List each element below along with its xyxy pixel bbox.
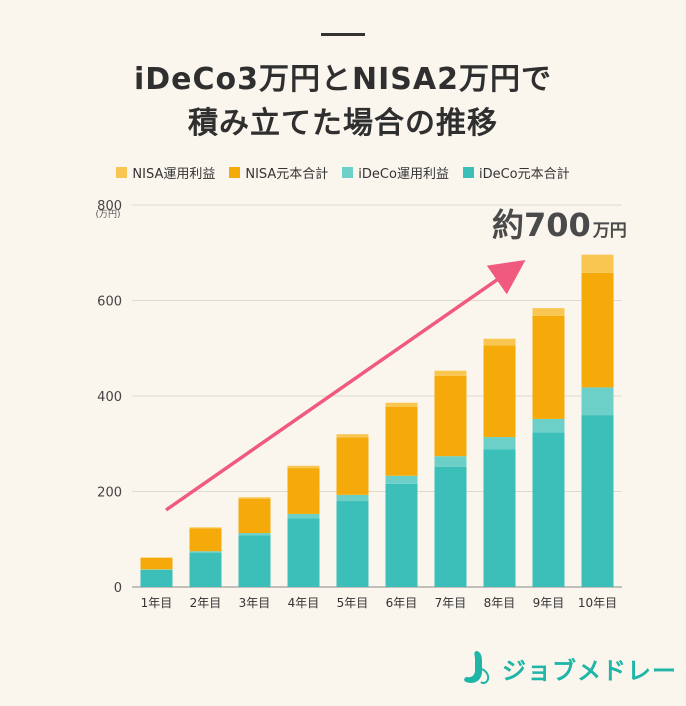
- x-tick-label-7: 7年目: [435, 596, 467, 610]
- bar-3-series-2: [238, 498, 271, 534]
- chart-title-line1: iDeCo3万円とNISA2万円で: [133, 62, 552, 97]
- bar-7-series-1: [434, 456, 467, 467]
- annotation-value: 約700: [492, 206, 591, 244]
- x-tick-label-5: 5年目: [337, 596, 369, 610]
- bar-8-series-3: [483, 338, 516, 346]
- stacked-bar-chart: 0 200 400 600 800 (万円) 1年目 2年目 3年目 4年目 5年目 6年目 7年目…: [95, 199, 627, 610]
- legend-item-nisa-profit: NISA運用利益: [116, 163, 215, 182]
- x-tick-label-6: 6年目: [386, 596, 418, 610]
- x-tick-label-8: 8年目: [484, 596, 516, 610]
- bar-9-series-1: [532, 418, 565, 433]
- x-tick-label-1: 1年目: [141, 596, 173, 610]
- legend-label-ideco-principal: iDeCo元本合計: [478, 167, 570, 182]
- legend-item-ideco-profit: iDeCo運用利益: [342, 163, 449, 182]
- legend-item-nisa-principal: NISA元本合計: [229, 163, 328, 182]
- bar-2-series-0: [189, 552, 222, 587]
- x-tick-label-2: 2年目: [190, 596, 222, 610]
- title-rule: [321, 33, 365, 36]
- brand-logo-text: ジョブメドレー: [502, 656, 677, 685]
- y-tick-label-0: 0: [114, 581, 122, 596]
- bar-10-series-3: [581, 254, 614, 273]
- x-axis-ticks: 1年目 2年目 3年目 4年目 5年目 6年目 7年目 8年目 9年目 10年目: [141, 596, 617, 610]
- bar-8-series-1: [483, 437, 516, 450]
- bar-3-series-3: [238, 497, 271, 499]
- bar-4-series-1: [287, 513, 320, 519]
- bar-2-series-3: [189, 527, 222, 529]
- y-tick-label-400: 400: [97, 390, 122, 405]
- brand-logo: ジョブメドレー: [462, 648, 677, 688]
- legend-swatch-ideco-principal: [462, 167, 474, 178]
- bar-1-series-0: [140, 569, 173, 587]
- bar-6-series-3: [385, 402, 418, 407]
- bar-10-series-2: [581, 272, 614, 388]
- bar-1-series-2: [140, 557, 173, 570]
- bar-3-series-0: [238, 535, 271, 587]
- bar-7-series-0: [434, 466, 467, 587]
- legend-label-ideco-profit: iDeCo運用利益: [358, 167, 449, 182]
- bar-8-series-2: [483, 345, 516, 438]
- brand-mark-icon: [464, 651, 490, 684]
- bar-10-series-1: [581, 387, 614, 416]
- bar-10-series-0: [581, 415, 614, 587]
- bar-5-series-1: [336, 494, 369, 502]
- bar-2-series-2: [189, 528, 222, 552]
- annotation-unit: 万円: [592, 221, 627, 241]
- bar-3-series-1: [238, 533, 271, 536]
- bar-2-series-1: [189, 551, 222, 553]
- y-tick-label-800: 800: [97, 199, 122, 214]
- legend-item-ideco-principal: iDeCo元本合計: [462, 163, 570, 182]
- bar-4-series-3: [287, 465, 320, 469]
- legend: NISA運用利益 NISA元本合計 iDeCo運用利益 iDeCo元本合計: [0, 163, 686, 182]
- annotation-text: 約700 万円: [492, 206, 627, 244]
- trend-arrow: [165, 260, 526, 512]
- bar-7-series-2: [434, 375, 467, 457]
- bar-6-series-0: [385, 483, 418, 587]
- x-tick-label-9: 9年目: [533, 596, 565, 610]
- bar-9-series-2: [532, 315, 565, 419]
- bar-5-series-3: [336, 434, 369, 438]
- legend-swatch-ideco-profit: [342, 167, 354, 178]
- y-axis-ticks: 0 200 400 600 800: [97, 199, 122, 596]
- legend-label-nisa-profit: NISA運用利益: [132, 167, 216, 182]
- x-tick-label-10: 10年目: [578, 596, 617, 610]
- bar-5-series-2: [336, 437, 369, 495]
- y-tick-label-200: 200: [97, 486, 122, 501]
- bar-5-series-0: [336, 501, 369, 587]
- bar-6-series-2: [385, 406, 418, 476]
- bar-8-series-0: [483, 449, 516, 587]
- bar-9-series-0: [532, 432, 565, 587]
- bar-7-series-3: [434, 370, 467, 376]
- x-tick-label-4: 4年目: [288, 596, 320, 610]
- bar-4-series-0: [287, 518, 320, 587]
- bar-9-series-3: [532, 308, 565, 316]
- y-axis-unit-label: (万円): [95, 209, 120, 220]
- x-tick-label-3: 3年目: [239, 596, 271, 610]
- bars: [140, 254, 614, 587]
- bar-6-series-1: [385, 475, 418, 484]
- bar-4-series-2: [287, 468, 320, 514]
- legend-label-nisa-principal: NISA元本合計: [245, 167, 329, 182]
- legend-swatch-nisa-principal: [229, 167, 241, 178]
- chart-title-line2: 積み立てた場合の推移: [188, 106, 498, 141]
- legend-swatch-nisa-profit: [116, 167, 128, 178]
- y-tick-label-600: 600: [97, 295, 122, 310]
